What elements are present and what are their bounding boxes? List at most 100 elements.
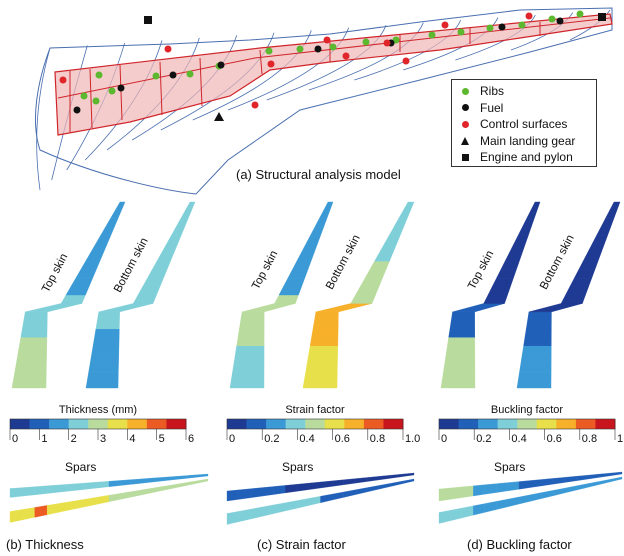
engine-marker: [144, 16, 152, 24]
control-surface-marker: [164, 45, 172, 53]
colorbar-segment: [344, 419, 365, 429]
colorbar-tick-label: 1.0: [617, 433, 624, 445]
colorbar-segment: [146, 419, 167, 429]
rib-marker: [576, 10, 584, 18]
rib-marker: [329, 43, 337, 51]
spar-cell: [226, 511, 239, 525]
spar-cell: [332, 491, 345, 501]
colorbar-segment: [107, 419, 128, 429]
wingbox-verticals: [69, 22, 541, 132]
colorbar-segment: [305, 419, 326, 429]
colorbar-segment: [363, 419, 384, 429]
colorbar-tick-label: 0.2: [476, 433, 492, 445]
colorbar-segment: [285, 419, 306, 429]
engine-marker: [598, 13, 606, 21]
spar-cell: [285, 484, 298, 494]
spar-cell: [273, 485, 286, 495]
rib-marker: [548, 15, 556, 23]
spar-cell: [390, 473, 403, 479]
fuel-marker: [556, 17, 564, 25]
legend-item: Ribs: [458, 83, 590, 100]
spar-cell: [121, 479, 134, 486]
spar-cell: [158, 476, 172, 482]
legend-label: Fuel: [480, 100, 504, 115]
spar-cell: [461, 505, 474, 519]
fuel-marker: [73, 106, 81, 114]
spar-cell: [530, 479, 543, 488]
spar-cell: [226, 489, 239, 502]
legend: Ribs Fuel Control surfaces Main landing gea…: [451, 79, 597, 167]
colorbar-tick-label: 4: [129, 433, 136, 445]
colorbar-tick-label: 6: [188, 433, 195, 445]
spar-cell: [250, 487, 263, 498]
spar-cell: [332, 479, 345, 487]
fuel-marker: [117, 84, 125, 92]
colorbar-frame: [226, 418, 404, 430]
rib-marker: [486, 24, 494, 32]
spar-cell: [133, 478, 147, 485]
colorbar-title: Buckling factor: [490, 404, 564, 416]
spar-cell: [564, 485, 577, 494]
fuel-marker: [217, 61, 225, 69]
colorbar-segment: [166, 419, 187, 429]
spar-cell: [598, 479, 611, 485]
rib-marker: [95, 71, 103, 79]
spar-cell: [473, 484, 485, 497]
colorbar-tick-label: 5: [158, 433, 165, 445]
buckling-top-skin: [440, 201, 541, 389]
control-surface-marker: [441, 21, 449, 29]
spar-cell: [9, 487, 23, 498]
colorbar-segment: [246, 419, 267, 429]
circle-marker-icon: [458, 87, 472, 95]
fuel-marker: [498, 23, 506, 31]
spar-cell: [587, 473, 600, 480]
rib-marker: [108, 87, 116, 95]
spar-cell: [273, 502, 286, 514]
colorbar-segment: [324, 419, 345, 429]
spar-cell: [108, 493, 122, 502]
spar-cell: [507, 496, 520, 508]
spar-cell: [84, 481, 97, 490]
spar-cell: [553, 487, 565, 496]
wingbox-front-spar: [57, 17, 611, 99]
colorbar-segment: [68, 419, 89, 429]
spar-cell: [378, 483, 391, 490]
colorbar-tick-label: 1.0: [405, 433, 421, 445]
spar-cell: [461, 485, 474, 498]
strain-front-spar: [226, 472, 415, 502]
spar-cell: [564, 476, 577, 483]
square-marker-icon: [458, 153, 472, 161]
spar-cell: [587, 481, 600, 488]
rib-line: [227, 27, 350, 111]
legend-label: Main landing gear: [480, 133, 576, 148]
colorbar-segment: [575, 419, 596, 429]
skin-cell: [609, 201, 621, 211]
spar-cell: [108, 480, 122, 487]
buckling-front-spar: [438, 471, 623, 502]
spar-cell: [541, 478, 554, 486]
spar-cell: [438, 487, 451, 502]
skin-cell: [402, 201, 415, 211]
strain-bottom-skin: [302, 201, 415, 389]
colorbar-segment: [10, 419, 31, 429]
legend-label: Ribs: [480, 84, 505, 99]
caption-d: (d) Buckling factor: [467, 537, 572, 552]
spar-cell: [183, 474, 196, 479]
spar-cell: [296, 482, 309, 492]
rib-marker: [92, 97, 100, 105]
spar-cell: [158, 484, 172, 492]
spar-cell: [9, 509, 23, 523]
component-markers: [59, 10, 606, 121]
spar-cell: [59, 501, 73, 513]
buckling-bottom-skin: [516, 201, 621, 389]
spar-cell: [610, 476, 623, 482]
spar-cell: [390, 480, 403, 487]
legend-item: Control surfaces: [458, 116, 590, 133]
colorbar-segment: [497, 419, 518, 429]
spar-cell: [195, 478, 209, 484]
spar-cell: [170, 482, 184, 489]
spar-cell: [238, 509, 251, 522]
spar-cell: [355, 477, 368, 484]
